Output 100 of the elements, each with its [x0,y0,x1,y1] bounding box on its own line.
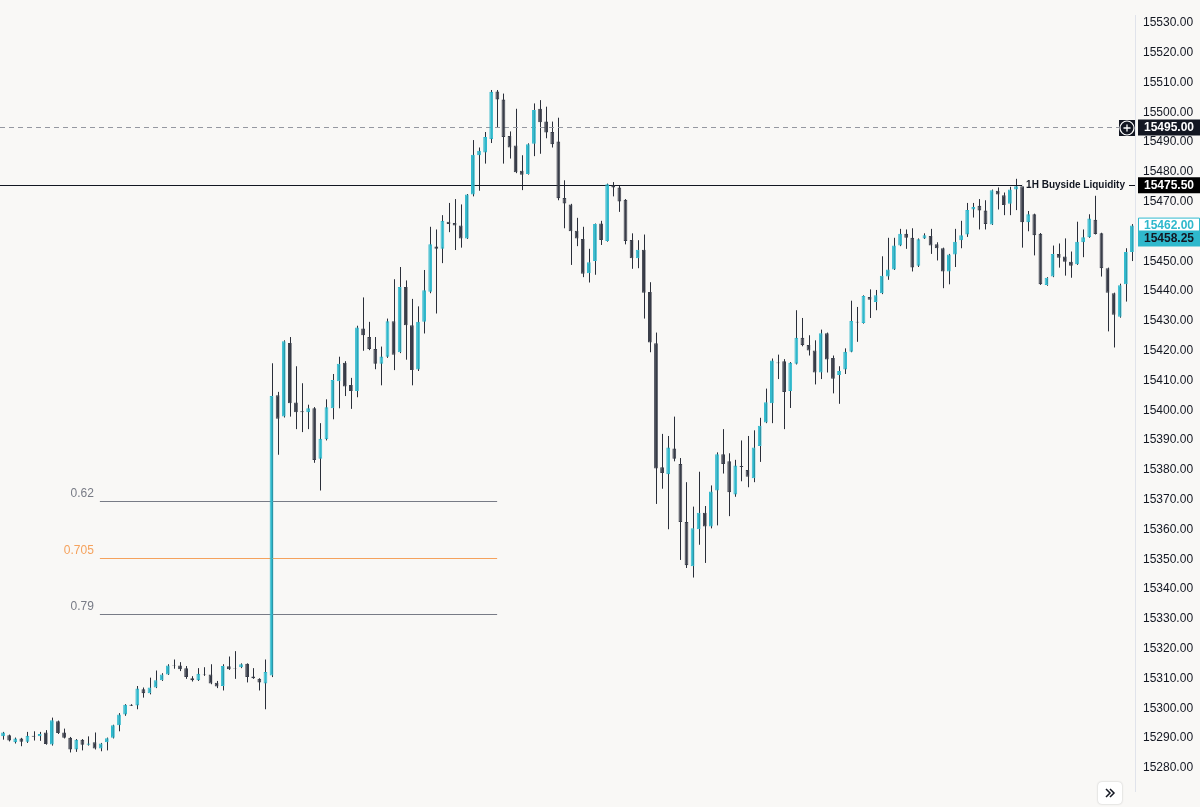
candlestick [1050,245,1055,278]
candlestick [904,228,909,250]
candlestick [434,228,439,314]
y-tick-label: 15320.00 [1143,641,1194,656]
candlestick [550,121,555,149]
candlestick [245,662,250,683]
annotation: 0.79 [70,598,95,613]
candlestick [336,356,341,409]
candlestick [873,289,878,311]
candlestick [373,336,378,370]
candlestick [361,296,365,352]
candlestick [635,239,640,269]
candlestick [452,198,457,251]
y-tick-label: 15360.00 [1143,521,1194,536]
ref-line-label: 15495.00 [1143,119,1195,134]
y-tick-label: 15480.00 [1143,164,1194,179]
candlestick [812,339,817,385]
candlestick [135,685,140,710]
candlestick [879,255,884,295]
ref-line-label: 1H Buyside Liquidity [1026,179,1126,191]
y-tick-label: 15300.00 [1143,700,1194,715]
candlestick [965,202,970,238]
text: 15458.25 [1143,230,1195,245]
annotation: 0.705 [63,542,95,557]
candlestick [1081,228,1086,258]
candlestick [117,712,121,732]
candlestick [1111,292,1116,348]
candlestick [49,717,54,747]
candlestick [1087,213,1092,239]
y-tick-label: 15290.00 [1143,730,1194,745]
candlestick [892,237,896,271]
candlestick [837,365,841,405]
y-tick-label: 15310.00 [1143,670,1194,685]
candlestick [1032,213,1037,256]
y-tick-label: 15400.00 [1143,402,1194,417]
candlestick [477,147,481,192]
candlestick [544,106,549,139]
candlestick [1001,192,1006,216]
candlestick [1008,186,1012,216]
candlestick [739,439,744,482]
y-tick-label: 15500.00 [1143,104,1194,119]
y-tick-label: 15350.00 [1143,551,1194,566]
y-tick-label: 15470.00 [1143,194,1194,209]
candlestick [1056,242,1061,269]
candlestick [934,241,939,261]
candlestick [660,433,664,490]
candlestick [1026,210,1031,232]
y-tick-label: 15390.00 [1143,432,1194,447]
candlestick [702,505,707,564]
candlestick [1093,195,1098,236]
candlestick [342,360,347,397]
y-tick-label: 15450.00 [1143,253,1194,268]
candlestick [696,471,701,546]
candlestick [672,416,677,462]
candlestick [599,220,603,246]
y-tick-label: 15370.00 [1143,492,1194,507]
y-tick-label: 15280.00 [1143,760,1194,775]
candlestick [294,365,298,430]
candlestick [885,237,890,281]
candlestick [1062,237,1067,277]
candlestick [306,404,311,430]
candlestick [946,253,951,285]
candlestick [843,347,848,375]
candlestick [953,228,957,268]
text: 15462.00 [1143,217,1195,232]
candlestick [1069,251,1073,279]
candlestick [763,388,768,424]
y-tick-label: 15380.00 [1143,462,1194,477]
candlestick [519,154,524,191]
candlestick [959,220,963,249]
y-tick-label: 15510.00 [1143,74,1194,89]
y-tick-label: 15520.00 [1143,45,1194,60]
candlestick [483,131,488,165]
candlestick [617,184,622,213]
candlestick [574,217,579,247]
candlestick [538,99,542,155]
annotation: 0.62 [70,485,95,500]
candlestick [1014,178,1018,211]
y-tick-label: 15490.00 [1143,134,1194,149]
candlestick [721,428,725,475]
candlestick [586,248,591,284]
candlestick [275,391,280,456]
candlestick [495,89,500,128]
candlestick [348,377,353,410]
candlestick [379,346,384,386]
y-tick-label: 15440.00 [1143,283,1194,298]
y-tick-label: 15330.00 [1143,611,1194,626]
text: 15475.50 [1143,177,1195,192]
y-tick-label: 15530.00 [1143,15,1194,30]
candlestick [757,417,762,463]
candlestick [220,663,225,691]
y-tick-label: 15410.00 [1143,372,1194,387]
y-tick-label: 15420.00 [1143,343,1194,358]
candlestick [458,203,463,249]
candlestick [940,247,945,289]
y-tick-label: 15340.00 [1143,581,1194,596]
candlestick [831,355,835,394]
candlestick [995,186,1000,210]
candlestick [318,422,323,492]
y-tick-label: 15430.00 [1143,313,1194,328]
